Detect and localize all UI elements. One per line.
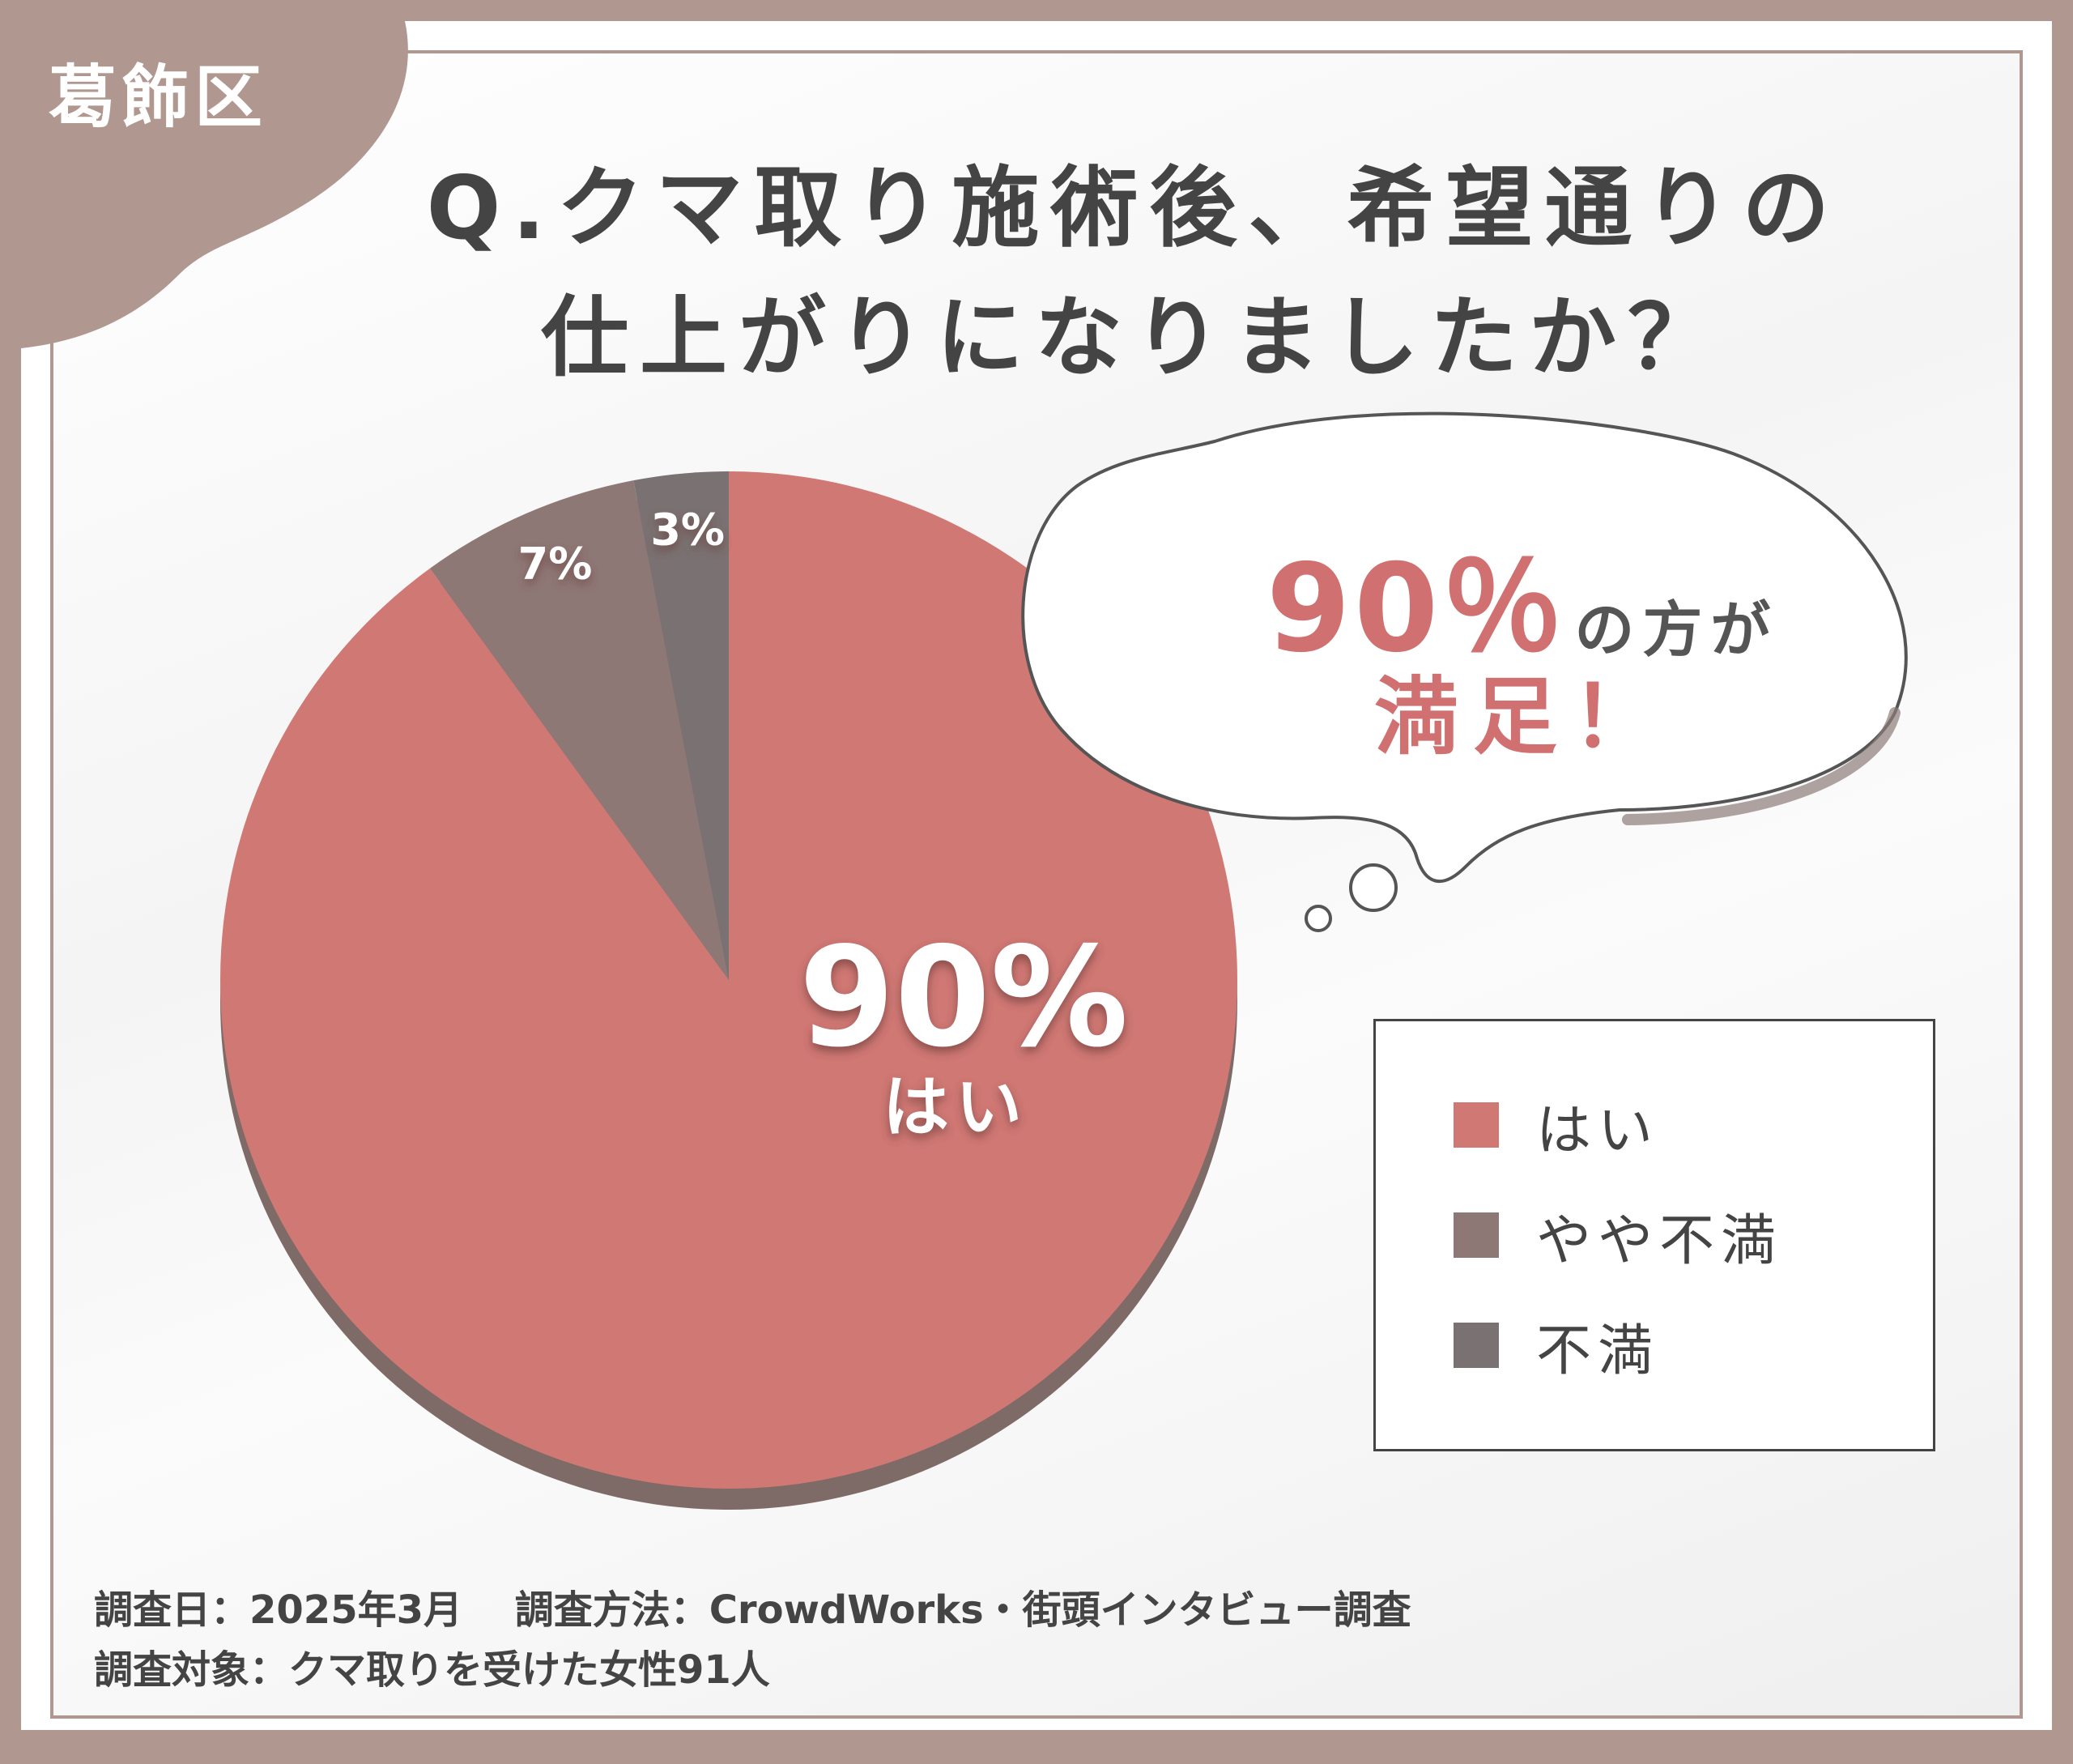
thought-dot-large [1349, 863, 1398, 912]
legend-swatch [1454, 1323, 1499, 1368]
legend-label: 不満 [1536, 1319, 1660, 1383]
legend-item: やや不満 [1454, 1203, 1782, 1273]
pie-label-3: 3% [650, 504, 725, 555]
legend-label: はい [1536, 1098, 1660, 1163]
legend-swatch [1454, 1102, 1499, 1148]
survey-info-line-2: 調査対象：クマ取りを受けた女性91人 [94, 1647, 770, 1693]
ward-badge-shape [21, 21, 408, 348]
pie-label-main-percent: 90% [799, 918, 1129, 1078]
pie-slice-2 [429, 480, 729, 980]
bubble-satisfied: 満足！ [1373, 667, 1671, 766]
bubble-percent: 90％ [1266, 539, 1567, 680]
pie-label-2: 7% [518, 538, 593, 589]
question-title-line-2: 仕上がりになりましたか？ [540, 288, 1726, 389]
bubble-headline: 90％ の方が [1231, 510, 1814, 686]
legend-item: 不満 [1454, 1313, 1659, 1383]
thought-dot-small [1305, 905, 1332, 932]
legend-item: はい [1454, 1093, 1659, 1163]
pie-slice-3 [633, 471, 729, 980]
bubble-suffix: の方が [1574, 595, 1779, 665]
legend-swatch [1454, 1212, 1499, 1258]
speech-bubble-shape [1021, 411, 1908, 884]
ward-badge-label: 葛飾区 [49, 58, 268, 137]
pie-label-main-name: はい [883, 1069, 1028, 1146]
legend: はい やや不満 不満 [1373, 1019, 1935, 1451]
legend-label: やや不満 [1536, 1208, 1783, 1273]
speech-bubble [1021, 411, 1908, 932]
question-title-line-1: Q.クマ取り施術後、希望通りの [426, 158, 1841, 259]
survey-info-line-1: 調査日：2025年3月 調査方法：CrowdWorks・街頭インタビュー調査 [94, 1587, 1411, 1633]
